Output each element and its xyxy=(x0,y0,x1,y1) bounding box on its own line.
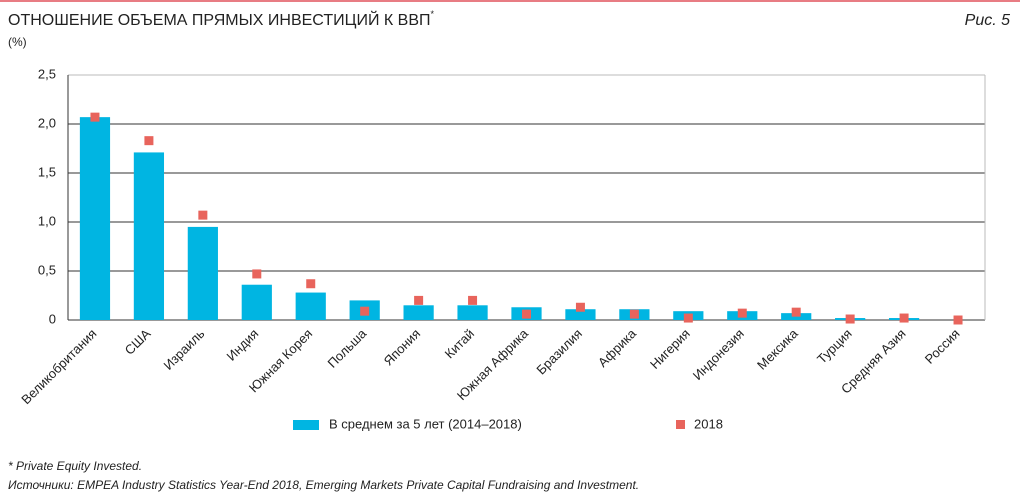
marker xyxy=(737,308,747,318)
y-tick-label: 0 xyxy=(49,311,56,326)
x-tick-label: Польша xyxy=(324,325,369,370)
marker xyxy=(360,306,370,316)
x-tick-label: Нигерия xyxy=(647,326,693,372)
marker xyxy=(468,295,478,305)
marker xyxy=(791,307,801,317)
legend-label: 2018 xyxy=(694,416,723,431)
bar xyxy=(565,309,596,320)
x-tick-label: Великобритания xyxy=(18,326,99,407)
bar xyxy=(187,226,218,320)
x-tick-label: Индонезия xyxy=(690,326,747,383)
marker xyxy=(306,279,316,289)
bar xyxy=(295,292,326,320)
marker xyxy=(522,309,531,319)
legend-swatch xyxy=(676,420,685,429)
marker xyxy=(414,295,424,305)
title-note: * xyxy=(431,9,435,19)
x-tick-label: США xyxy=(122,326,154,358)
x-tick-label: Африка xyxy=(595,325,640,370)
marker xyxy=(899,313,909,323)
x-tick-label: Израиль xyxy=(160,326,207,373)
x-tick-label: Бразилия xyxy=(533,326,585,378)
x-tick-label: Индия xyxy=(224,326,262,364)
legend-swatch xyxy=(293,420,319,430)
y-tick-label: 1,5 xyxy=(38,164,56,179)
marker xyxy=(683,313,693,323)
bar xyxy=(403,305,434,320)
marker xyxy=(953,315,963,325)
x-tick-label: Турция xyxy=(814,326,855,367)
y-tick-label: 2,0 xyxy=(38,115,56,130)
x-tick-label: Япония xyxy=(381,326,424,369)
marker xyxy=(575,302,585,312)
bar xyxy=(457,305,488,320)
bar xyxy=(79,117,111,320)
marker xyxy=(845,314,855,324)
marker xyxy=(252,269,262,279)
bar xyxy=(241,284,272,320)
bar xyxy=(133,152,165,320)
figure-label: Рис. 5 xyxy=(965,12,1010,29)
marker xyxy=(198,210,208,220)
y-axis-label: (%) xyxy=(8,35,27,49)
x-tick-label: Россия xyxy=(922,326,963,367)
y-tick-label: 0,5 xyxy=(38,262,56,277)
chart-title: ОТНОШЕНИЕ ОБЪЕМА ПРЯМЫХ ИНВЕСТИЦИЙ К ВВП… xyxy=(8,9,435,29)
title-text: ОТНОШЕНИЕ ОБЪЕМА ПРЯМЫХ ИНВЕСТИЦИЙ К ВВП xyxy=(8,10,431,29)
footnote: Источники: EMPEA Industry Statistics Yea… xyxy=(8,478,639,492)
footnote: * Private Equity Invested. xyxy=(8,459,142,473)
marker xyxy=(144,136,154,146)
x-tick-label: Китай xyxy=(442,326,477,361)
x-tick-label: Мексика xyxy=(754,325,801,372)
legend-label: В среднем за 5 лет (2014–2018) xyxy=(329,416,522,431)
y-tick-label: 2,5 xyxy=(38,66,56,81)
marker xyxy=(90,112,100,122)
y-tick-label: 1,0 xyxy=(38,213,56,228)
marker xyxy=(629,309,639,319)
